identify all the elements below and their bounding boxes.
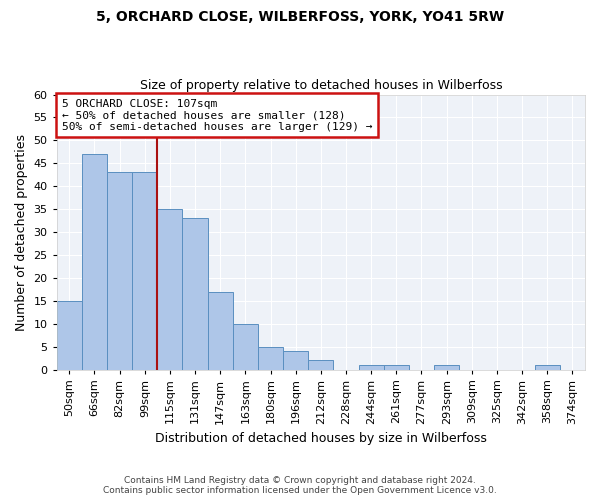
Bar	[283, 351, 308, 370]
Bar	[157, 209, 182, 370]
Bar	[182, 218, 208, 370]
Bar	[258, 346, 283, 370]
Bar	[132, 172, 157, 370]
Text: 5, ORCHARD CLOSE, WILBERFOSS, YORK, YO41 5RW: 5, ORCHARD CLOSE, WILBERFOSS, YORK, YO41…	[96, 10, 504, 24]
Bar	[82, 154, 107, 370]
Bar	[384, 365, 409, 370]
Y-axis label: Number of detached properties: Number of detached properties	[15, 134, 28, 330]
Bar	[308, 360, 334, 370]
X-axis label: Distribution of detached houses by size in Wilberfoss: Distribution of detached houses by size …	[155, 432, 487, 445]
Text: 5 ORCHARD CLOSE: 107sqm
← 50% of detached houses are smaller (128)
50% of semi-d: 5 ORCHARD CLOSE: 107sqm ← 50% of detache…	[62, 98, 373, 132]
Bar	[208, 292, 233, 370]
Bar	[107, 172, 132, 370]
Bar	[57, 301, 82, 370]
Bar	[434, 365, 459, 370]
Text: Contains HM Land Registry data © Crown copyright and database right 2024.
Contai: Contains HM Land Registry data © Crown c…	[103, 476, 497, 495]
Bar	[359, 365, 384, 370]
Title: Size of property relative to detached houses in Wilberfoss: Size of property relative to detached ho…	[140, 79, 502, 92]
Bar	[535, 365, 560, 370]
Bar	[233, 324, 258, 370]
